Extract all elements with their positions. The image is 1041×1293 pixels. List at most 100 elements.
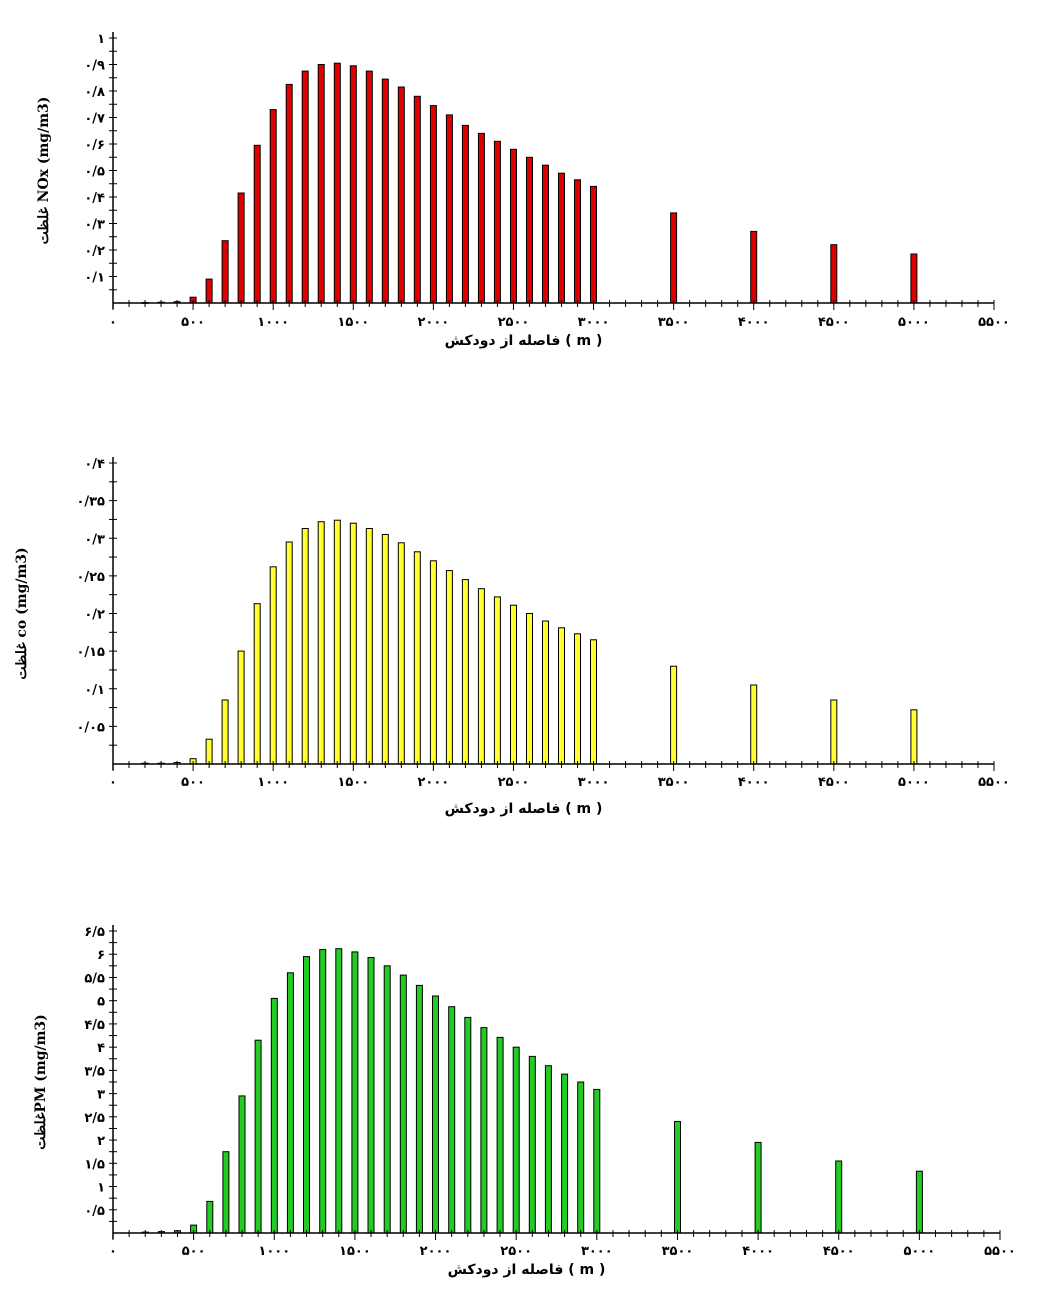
pm-x-tick-label: ۳۵۰۰ [662,1244,694,1259]
nox-y-tick-label: ۰/۵ [84,165,105,180]
co-bar [349,522,357,765]
nox-bar [349,65,357,304]
nox-bar [333,62,341,304]
co-bar [413,551,421,765]
pm-bar [432,995,439,1234]
co-bar [285,541,293,765]
nox-concentration-chart: ۰ ۵۰۰ ۱۰۰۰ ۱۵۰۰ ۲۰۰۰ ۲۵۰۰ ۳۰۰۰ ۳۵۰۰ ۴۰۰۰ ۴۵۰۰ ۵۰۰۰… [36,32,1010,349]
pm-bar [206,1200,214,1234]
co-concentration-chart: ۰ ۵۰۰ ۱۰۰۰ ۱۵۰۰ ۲۰۰۰ ۲۵۰۰ ۳۰۰۰ ۳۵۰۰ ۴۰۰۰ ۴۵۰۰ ۵۰۰۰… [14,457,1010,817]
co-bar [910,709,918,765]
pm-y-tick-label: ۲/۵ [84,1111,105,1126]
pm-x-tick-label: ۵۵۰۰ [984,1244,1016,1259]
pm-bar [335,948,343,1234]
pm-bar [367,957,375,1234]
co-y-tick-label: ۰/۲۵ [76,570,105,585]
co-bar [493,596,501,765]
pm-x-tick-label: ۲۰۰۰ [420,1244,452,1259]
co-bar [237,650,245,765]
nox-x-tick-label: ۱۰۰۰ [257,315,289,330]
co-bar [253,603,261,765]
nox-x-axis-title: فاصله از دودکش ( m ) [445,333,603,349]
co-x-tick-label: ۵۵۰۰ [978,775,1010,790]
pm-y-axis-title: غلظتPM (mg/m3) [33,1014,49,1150]
co-bar [445,570,453,765]
pm-bar [496,1036,504,1234]
co-bar [477,588,485,765]
nox-x-tick-label: ۵۰۰۰ [898,315,930,330]
nox-bar [477,132,485,304]
nox-y-tick-label: ۰/۷ [84,112,105,127]
nox-bar [445,114,453,304]
co-bar [574,633,581,765]
nox-bar [526,156,533,304]
pm-bar [303,956,310,1234]
co-bar [526,613,533,765]
nox-x-tick-label: ۴۵۰۰ [818,315,850,330]
pm-x-tick-label: ۲۵۰۰ [500,1244,532,1259]
nox-bar [301,70,309,304]
pm-bar [544,1065,552,1234]
pm-bar [480,1027,488,1234]
pm-y-tick-label: ۱ [97,1181,105,1196]
pm-y-tick-label: ۶/۵ [84,925,105,940]
co-x-tick-label: ۲۰۰۰ [417,775,449,790]
co-bar [381,534,389,765]
pm-bar [351,951,359,1234]
pm-y-tick-label: ۴ [97,1041,105,1056]
pm-y-tick-label: ۱/۵ [84,1157,105,1172]
nox-x-tick-label: ۰ [109,315,117,330]
nox-y-axis-title: غلظت NOx (mg/m3) [36,97,52,245]
pm-bar [561,1073,569,1234]
nox-x-tick-label: ۳۵۰۰ [658,315,690,330]
pm-bar [577,1081,585,1234]
co-x-tick-label: ۳۰۰۰ [578,775,610,790]
pm-concentration-chart: ۰ ۵۰۰ ۱۰۰۰ ۱۵۰۰ ۲۰۰۰ ۲۵۰۰ ۳۰۰۰ ۳۵۰۰ ۴۰۰۰ ۴۵۰۰ ۵۰۰۰… [33,925,1016,1278]
nox-bar [750,230,758,304]
nox-x-tick-label: ۲۰۰۰ [417,315,449,330]
nox-y-tick-label: ۰/۲ [84,244,105,259]
co-x-tick-label: ۱۰۰۰ [257,775,289,790]
co-bar [510,604,517,765]
nox-bar [413,95,421,304]
pm-bar [415,984,423,1234]
nox-bar [253,144,261,304]
pm-x-tick-label: ۴۵۰۰ [823,1244,855,1259]
nox-x-tick-label: ۵۰۰ [181,315,205,330]
pm-bar [528,1055,536,1234]
nox-bar [237,192,245,304]
pm-bar [222,1151,230,1234]
pm-bar [512,1046,520,1234]
pm-y-tick-label: ۲ [97,1134,105,1149]
pm-y-tick-label: ۴/۵ [84,1018,105,1033]
pm-x-tick-label: ۳۰۰۰ [581,1244,613,1259]
pm-x-tick-label: ۱۵۰۰ [339,1244,371,1259]
co-bar [221,699,229,765]
nox-bar [574,179,581,304]
nox-bar [510,148,517,304]
co-y-tick-label: ۰/۲ [84,608,105,623]
co-bar [558,627,565,765]
nox-x-tick-label: ۴۰۰۰ [738,315,770,330]
nox-bar [317,64,325,304]
pm-bar [254,1039,262,1234]
nox-bar [205,278,213,304]
pm-bar [238,1095,246,1234]
co-y-tick-label: ۰/۱ [84,683,105,698]
nox-bar [269,109,277,304]
pm-bar [270,997,278,1234]
pm-bar [593,1088,601,1234]
co-x-tick-label: ۰ [109,775,117,790]
co-y-tick-label: ۰/۳ [84,532,105,547]
co-bar [590,639,597,765]
co-y-axis-title: غلظت co (mg/m3) [14,547,30,679]
nox-bar [365,70,373,304]
pm-bar [915,1170,923,1234]
co-bar [429,560,437,765]
pm-bar [286,972,294,1234]
nox-y-tick-label: ۰/۳ [84,218,105,233]
co-x-tick-label: ۳۵۰۰ [658,775,690,790]
nox-y-tick-label: ۰/۹ [84,59,105,74]
pm-x-tick-label: ۰ [109,1244,117,1259]
nox-y-tick-label: ۰/۸ [84,85,105,100]
